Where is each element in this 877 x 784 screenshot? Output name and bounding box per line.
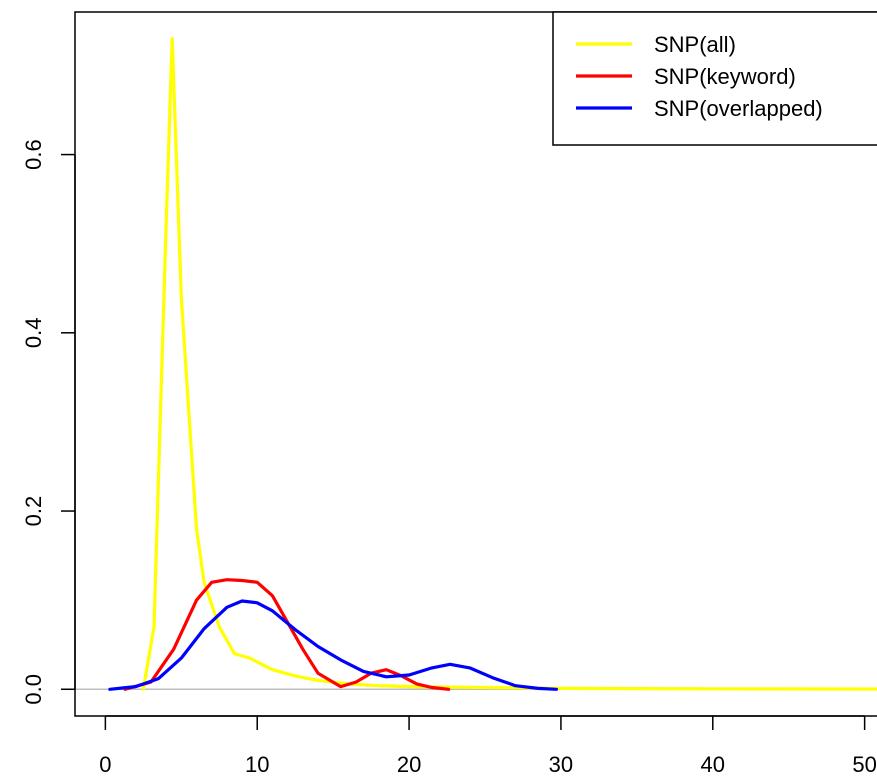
legend-label-1: SNP(keyword) xyxy=(654,64,796,89)
series-lines xyxy=(108,37,877,691)
series-line-2 xyxy=(108,599,559,691)
x-tick-label: 0 xyxy=(99,752,111,777)
x-tick-label: 10 xyxy=(245,752,269,777)
y-tick-label: 0.6 xyxy=(21,139,46,170)
x-tick-label: 40 xyxy=(701,752,725,777)
y-tick-label: 0.0 xyxy=(21,674,46,705)
y-tick-label: 0.4 xyxy=(21,318,46,349)
x-tick-label: 50 xyxy=(852,752,876,777)
x-tick-label: 30 xyxy=(549,752,573,777)
x-axis: 0 10 20 30 40 50 xyxy=(99,715,877,777)
legend: SNP(all) SNP(keyword) SNP(overlapped) xyxy=(552,11,877,146)
y-tick-label: 0.2 xyxy=(21,496,46,527)
legend-box xyxy=(552,11,877,146)
y-axis: 0.0 0.2 0.4 0.6 xyxy=(21,139,76,705)
legend-label-0: SNP(all) xyxy=(654,32,736,57)
legend-label-2: SNP(overlapped) xyxy=(654,96,823,121)
x-tick-label: 20 xyxy=(397,752,421,777)
